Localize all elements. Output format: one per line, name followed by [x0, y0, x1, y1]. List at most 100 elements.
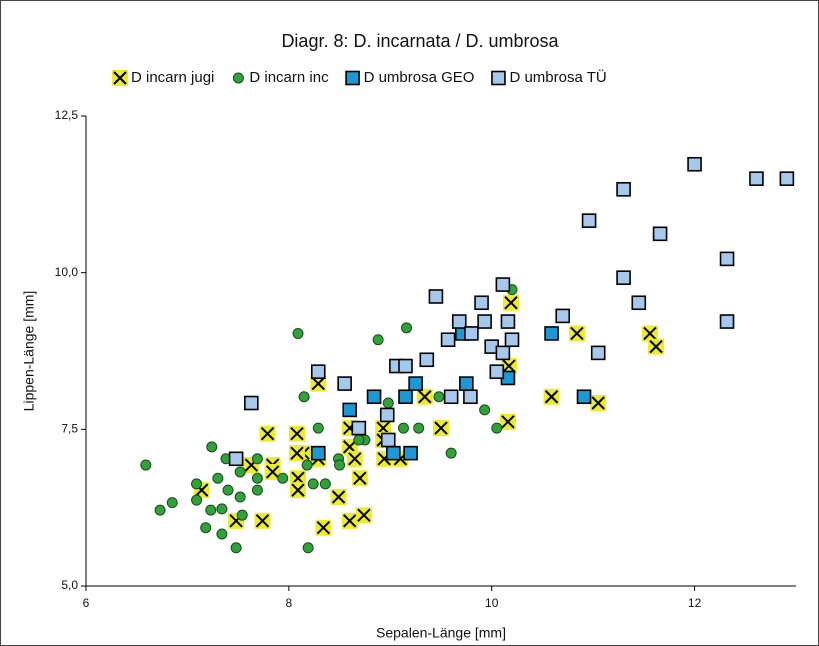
point	[648, 338, 665, 355]
point	[353, 434, 365, 446]
point	[302, 542, 314, 554]
point	[337, 376, 352, 391]
point	[200, 522, 212, 534]
point	[495, 345, 511, 361]
point	[382, 397, 394, 409]
point	[236, 509, 248, 521]
point	[310, 375, 327, 392]
legend-marker	[491, 70, 506, 86]
marker-cross	[113, 71, 127, 85]
point	[372, 334, 384, 346]
point	[380, 432, 396, 448]
marker-cross	[591, 396, 605, 410]
point	[479, 404, 491, 416]
point	[379, 407, 395, 423]
point	[500, 314, 516, 329]
point	[259, 425, 276, 442]
point	[288, 445, 305, 462]
point	[749, 171, 764, 186]
point	[216, 528, 228, 540]
point	[631, 295, 647, 311]
point	[288, 425, 305, 442]
point	[341, 512, 358, 529]
point	[499, 413, 516, 430]
point	[386, 445, 401, 461]
marker-cross	[331, 490, 346, 504]
point	[719, 314, 735, 329]
point	[310, 364, 326, 379]
point	[319, 478, 331, 490]
x-tick-label: 8	[286, 596, 293, 610]
marker-cross	[316, 521, 331, 535]
point	[495, 277, 511, 292]
point	[502, 294, 519, 311]
point	[416, 388, 433, 405]
marker-cross	[290, 427, 304, 441]
point	[230, 542, 242, 554]
point	[351, 470, 368, 487]
marker-cross	[343, 514, 357, 528]
point	[346, 450, 363, 467]
point	[205, 504, 217, 516]
legend-marker	[345, 70, 360, 86]
point	[206, 441, 218, 453]
point	[403, 445, 418, 461]
marker-cross	[544, 390, 559, 404]
point	[459, 376, 474, 391]
point	[298, 391, 310, 403]
point	[366, 389, 382, 405]
point	[254, 512, 271, 529]
point	[504, 332, 520, 348]
legend-marker	[112, 70, 128, 86]
marker-cross	[357, 508, 371, 522]
point	[443, 389, 459, 405]
point	[355, 507, 372, 524]
point	[264, 463, 281, 480]
point	[428, 289, 444, 304]
point	[445, 447, 457, 459]
point	[590, 395, 607, 412]
point	[351, 420, 367, 436]
point	[544, 326, 559, 341]
point	[191, 494, 203, 506]
point	[154, 504, 166, 516]
point	[474, 295, 489, 311]
point	[543, 388, 560, 405]
point	[334, 459, 346, 471]
x-tick-label: 10	[485, 596, 499, 610]
point	[277, 472, 289, 484]
marker-cross	[649, 339, 663, 354]
point	[581, 213, 597, 228]
point	[555, 308, 571, 324]
point	[398, 358, 413, 374]
x-tick-label: 12	[688, 596, 702, 610]
point	[312, 422, 324, 434]
marker-cross	[260, 427, 275, 441]
point	[687, 156, 702, 172]
point	[652, 226, 668, 242]
marker-cross	[255, 514, 270, 528]
marker-cross	[501, 415, 515, 429]
point	[289, 482, 306, 499]
point	[222, 484, 234, 496]
marker-cross	[311, 376, 325, 391]
point	[228, 451, 244, 467]
point	[398, 389, 413, 405]
marker-cross	[504, 296, 518, 310]
point	[779, 171, 795, 186]
point	[590, 345, 606, 361]
legend-label: D incarn jugi	[131, 69, 214, 86]
point	[251, 484, 263, 496]
point	[719, 251, 735, 267]
point	[310, 445, 326, 461]
chart-title: Diagr. 8: D. incarnata / D. umbrosa	[281, 31, 559, 51]
point	[464, 326, 479, 341]
point	[244, 395, 259, 411]
point	[433, 391, 445, 403]
y-tick-label: 5,0	[61, 578, 78, 592]
point	[408, 376, 423, 391]
point	[301, 459, 313, 471]
legend-label: D umbrosa TÜ	[509, 68, 606, 86]
